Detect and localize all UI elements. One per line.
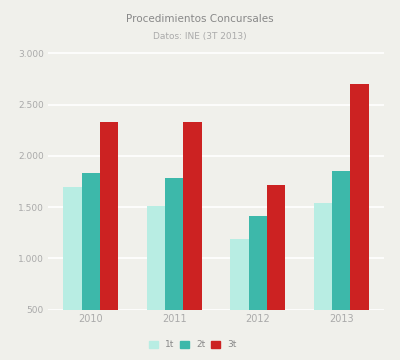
Bar — [82, 173, 100, 360]
Text: Procedimientos Concursales: Procedimientos Concursales — [126, 14, 274, 24]
Bar — [184, 122, 202, 360]
Bar — [248, 216, 267, 360]
Bar — [63, 186, 82, 360]
Bar — [267, 185, 285, 360]
Bar — [147, 206, 165, 360]
Bar — [350, 84, 369, 360]
Text: Datos: INE (3T 2013): Datos: INE (3T 2013) — [153, 32, 247, 41]
Bar — [230, 239, 248, 360]
Legend: 1t, 2t, 3t: 1t, 2t, 3t — [145, 337, 240, 353]
Bar — [100, 122, 118, 360]
Bar — [314, 203, 332, 360]
Bar — [332, 171, 350, 360]
Bar — [165, 179, 184, 360]
